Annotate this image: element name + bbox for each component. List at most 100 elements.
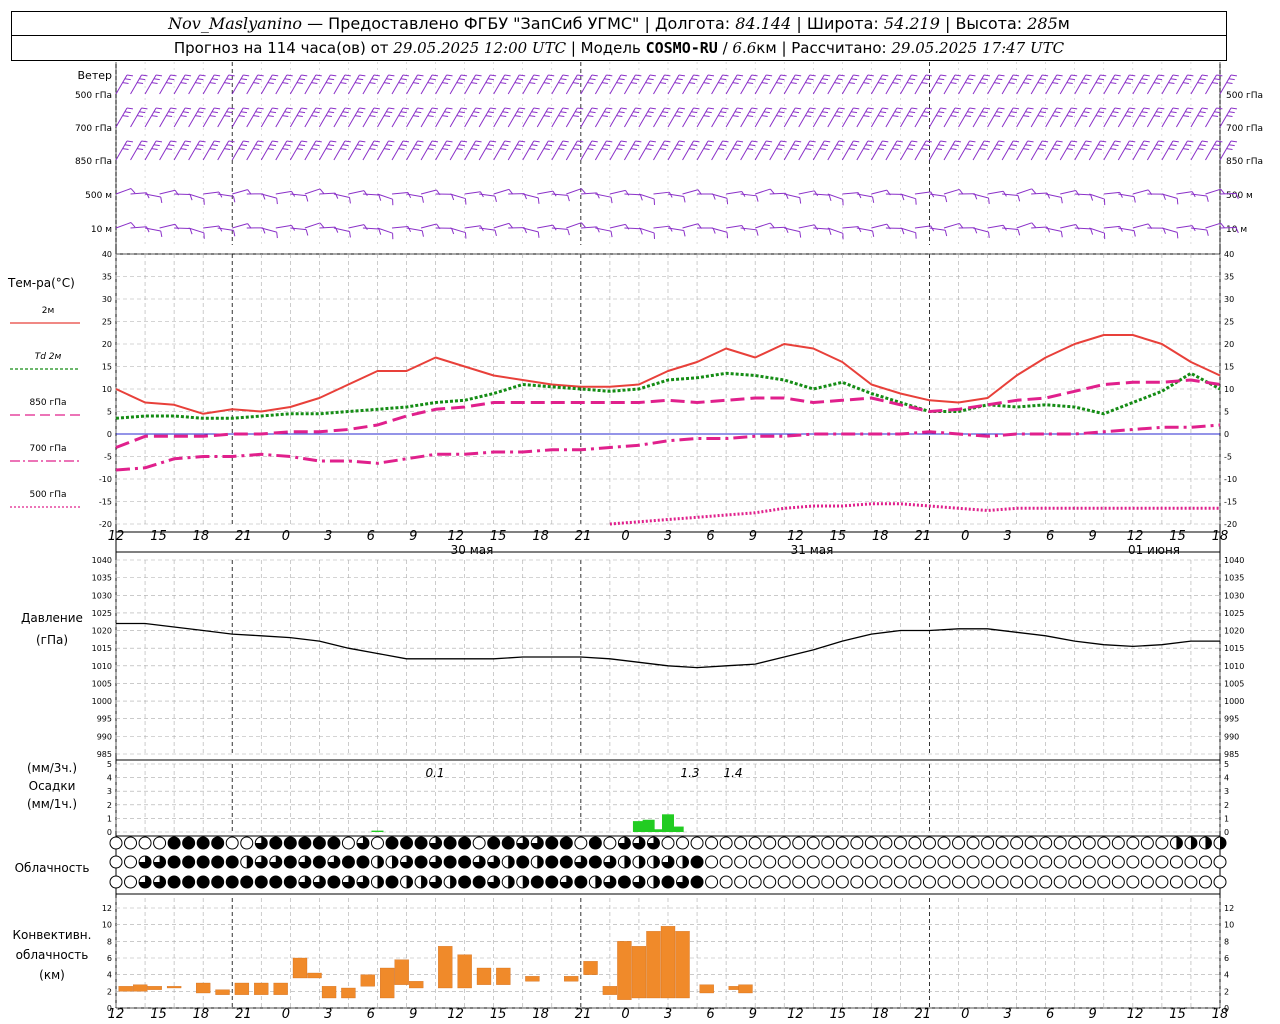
wind-barb [1074, 193, 1091, 196]
cloud-symbol-fill [168, 876, 181, 888]
wind-barb-feather [591, 107, 598, 110]
conv-bar [360, 974, 375, 987]
wind-barb-feather [575, 144, 582, 147]
wind-barb-feather [1162, 193, 1166, 200]
hour-tick-label: 21 [914, 529, 931, 544]
wind-barb-feather [487, 78, 494, 81]
cloud-symbol-fill [168, 856, 181, 868]
wind-barb-feather [693, 140, 700, 143]
wind-barb-feather [458, 111, 465, 114]
wind-barb-feather [589, 78, 596, 81]
wind-barb-feather [950, 82, 957, 84]
wind-barb-feather [1025, 144, 1032, 147]
wind-barb-feather [490, 140, 497, 143]
wind-barb-feather [296, 115, 303, 117]
wind-barb [188, 74, 201, 95]
wind-barb-feather [508, 189, 514, 195]
wind-barb-feather [606, 74, 613, 77]
wind-barb [812, 74, 825, 95]
wind-barb-feather [514, 115, 521, 117]
cloud-symbol [1024, 855, 1038, 869]
wind-barb [943, 188, 960, 195]
wind-barb-feather [952, 111, 959, 114]
wind-barb-feather [545, 144, 553, 147]
forecast-start: 29.05.2025 12:00 UTC [393, 39, 567, 57]
conv-tick-right: 2 [1224, 987, 1229, 996]
hour-tick-label: 21 [575, 529, 592, 544]
wind-barb-feather [1127, 78, 1134, 81]
wind-barb-feather [906, 148, 914, 150]
wind-barb-feather [805, 82, 812, 84]
wind-barb-feather [610, 197, 613, 204]
cloud-symbol [981, 836, 995, 850]
temp-tick-right: -10 [1224, 475, 1237, 484]
wind-barb-feather [1199, 111, 1206, 114]
wind-barb [362, 193, 379, 196]
wind-barb [536, 74, 549, 95]
wind-barb-feather [431, 107, 439, 110]
wind-barb-feather [965, 148, 972, 150]
wind-barb-feather [168, 144, 175, 147]
cloud-symbol [952, 836, 966, 850]
wind-barb [536, 140, 549, 161]
cloud-symbol [908, 875, 922, 889]
cloud-symbol [109, 836, 123, 850]
wind-barb-feather [537, 197, 540, 204]
wind-barb-feather [954, 74, 962, 77]
hour-tick-label: 12 [1127, 529, 1144, 544]
wind-barb [929, 227, 946, 231]
wind-barb-feather [516, 111, 524, 114]
wind-barb-feather [792, 78, 800, 81]
wind-barb-feather [378, 194, 382, 201]
conv-bar [273, 982, 288, 995]
wind-barb-feather [444, 144, 451, 147]
cloud-symbol-fill [327, 856, 340, 868]
wind-barb-feather [853, 74, 860, 77]
wind-barb-feather [421, 196, 424, 203]
hour-tick-label-bottom: 15 [830, 1007, 847, 1022]
wind-barb-feather [224, 115, 231, 117]
temp-tick-right: -15 [1224, 498, 1237, 507]
temp-series-line [609, 502, 1220, 526]
wind-barb [1118, 227, 1135, 232]
wind-barb-feather [130, 222, 136, 228]
wind-barb-feather [560, 144, 567, 147]
wind-barb [522, 227, 539, 233]
wind-barb [1059, 74, 1072, 95]
wind-barb [740, 74, 753, 95]
wind-barb-feather [1039, 111, 1046, 114]
wind-barb-feather [456, 148, 463, 150]
conv-bar [292, 957, 308, 979]
cloud-symbol-fill [653, 876, 660, 888]
cloud-symbol [937, 875, 951, 889]
wind-barb-feather [678, 140, 686, 143]
cloud-symbol-fill [429, 876, 442, 888]
wind-barb [653, 191, 670, 195]
wind-barb [580, 192, 597, 195]
wind-barb [1190, 227, 1207, 231]
wind-barb-feather [253, 115, 260, 117]
wind-barb-feather [683, 230, 686, 237]
wind-barb-feather [867, 107, 874, 110]
wind-barb [1074, 74, 1087, 95]
wind-barb-feather [1042, 140, 1049, 143]
wind-barb-feather [689, 82, 696, 84]
cloud-symbol-fill [269, 837, 282, 849]
wind-barb-feather [1124, 148, 1131, 150]
pressure-panel-unit: (гПа) [36, 633, 68, 647]
wind-barb [406, 107, 418, 128]
wind-barb-feather [209, 115, 216, 117]
cloud-symbol [763, 875, 777, 889]
cloud-symbol-fill [298, 876, 311, 888]
wind-barb [449, 227, 466, 234]
cloud-symbol [574, 836, 588, 850]
cloud-symbol [1010, 875, 1024, 889]
cloud-symbol [893, 836, 907, 850]
wind-barb [537, 190, 554, 195]
wind-barb-feather [458, 78, 465, 81]
wind-barb [667, 107, 680, 128]
wind-barb-feather [674, 148, 681, 150]
wind-barb [275, 190, 292, 195]
wind-barbs [115, 74, 1239, 240]
